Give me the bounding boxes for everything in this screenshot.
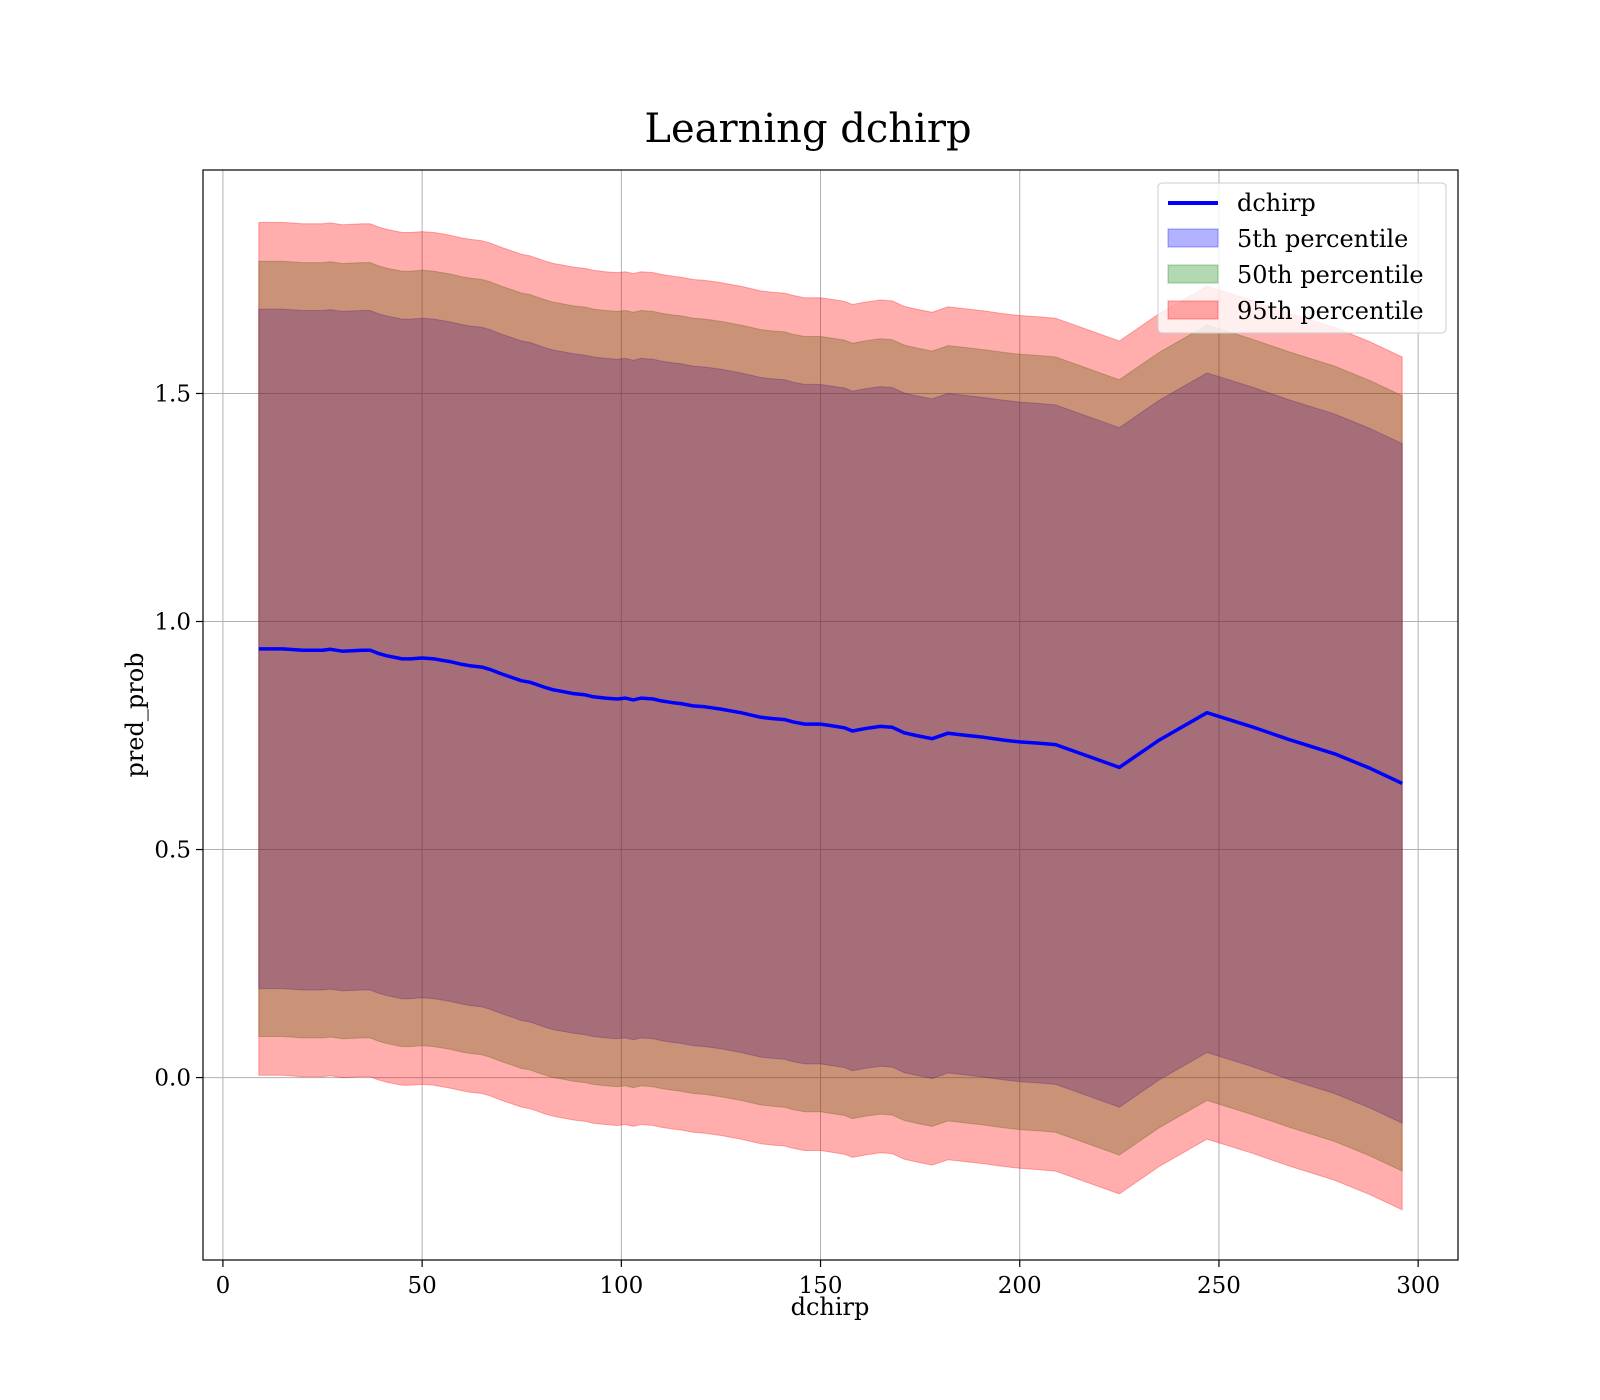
plot-frame	[202, 169, 1459, 1261]
chart-title: Learning dchirp	[644, 106, 971, 152]
band-50th-percentile	[258, 260, 1403, 1172]
legend-label-line: dchirp	[1237, 189, 1316, 217]
legend-swatch-5th	[1167, 228, 1219, 248]
x-tick-label: 250	[1197, 1273, 1241, 1299]
y-tick-label: 1.0	[154, 610, 191, 636]
y-axis-label: pred_prob	[121, 652, 149, 777]
series-line-dchirp	[258, 647, 1403, 785]
axis-ticks: 0 50 100 150 200 250 300 0.0 0.5 1.0 1.5	[154, 381, 1440, 1299]
x-tick-label: 300	[1396, 1273, 1440, 1299]
series-line-layer	[258, 647, 1403, 785]
percentile-bands	[258, 221, 1403, 1211]
legend-label-50th: 50th percentile	[1237, 261, 1424, 289]
y-tick-label: 0.5	[154, 838, 191, 864]
band-5th-percentile	[258, 308, 1403, 1124]
legend: dchirp 5th percentile 50th percentile 95…	[1157, 182, 1447, 334]
legend-box	[1157, 182, 1447, 334]
x-tick-label: 0	[216, 1273, 231, 1299]
x-tick-label: 50	[407, 1273, 436, 1299]
x-axis-label: dchirp	[791, 1293, 870, 1321]
x-tick-label: 200	[998, 1273, 1042, 1299]
legend-swatch-50th	[1167, 264, 1219, 284]
legend-swatch-95th	[1167, 300, 1219, 320]
x-tick-label: 100	[599, 1273, 643, 1299]
legend-label-5th: 5th percentile	[1237, 225, 1408, 253]
y-tick-label: 1.5	[154, 381, 191, 407]
x-tick-label: 150	[799, 1273, 843, 1299]
y-tick-label: 0.0	[154, 1066, 191, 1092]
band-95th-percentile	[258, 221, 1403, 1211]
legend-label-95th: 95th percentile	[1237, 297, 1424, 325]
